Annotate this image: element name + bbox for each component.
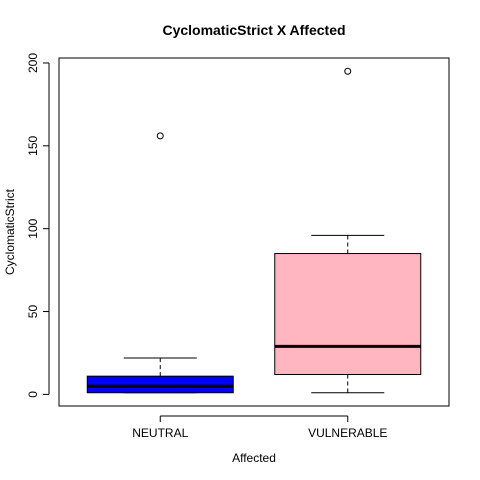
chart-title: CyclomaticStrict X Affected — [162, 22, 345, 38]
y-axis: 0 50 100 150 200 — [26, 53, 50, 398]
x-axis: NEUTRAL VULNERABLE — [132, 415, 387, 440]
boxes — [86, 67, 422, 394]
box-group-vulnerable — [274, 67, 422, 394]
y-tick-label: 50 — [26, 305, 40, 319]
box-group-neutral — [86, 132, 234, 394]
x-axis-label: Affected — [232, 451, 276, 465]
outlier-point — [156, 132, 164, 140]
y-axis-label: CyclomaticStrict — [3, 188, 17, 275]
box — [86, 375, 234, 394]
x-tick-label: NEUTRAL — [132, 426, 188, 440]
y-tick-label: 100 — [26, 218, 40, 238]
y-tick-label: 200 — [26, 53, 40, 73]
outlier-point — [344, 67, 352, 75]
x-tick-label: VULNERABLE — [308, 426, 387, 440]
y-tick-label: 150 — [26, 135, 40, 155]
box — [274, 253, 422, 376]
y-tick-label: 0 — [26, 391, 40, 398]
plot-frame — [58, 57, 450, 407]
